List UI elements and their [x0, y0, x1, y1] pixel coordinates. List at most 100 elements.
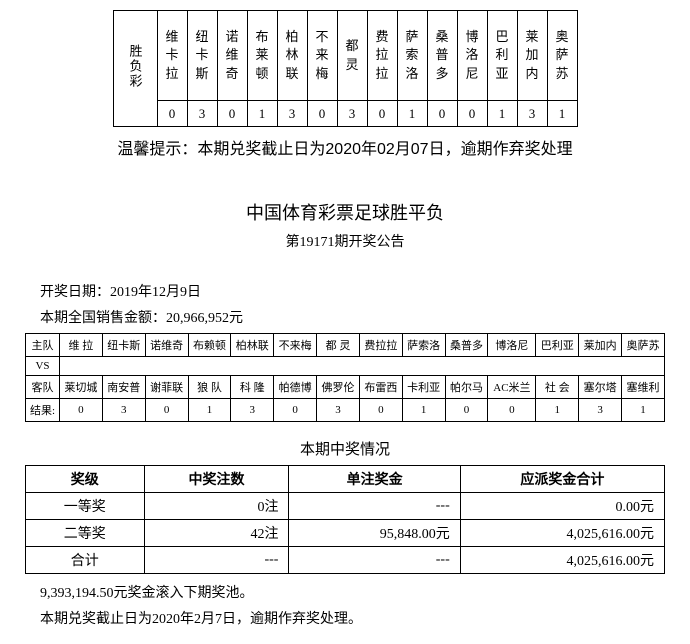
away-cell: 莱切城: [60, 376, 103, 399]
match-result-cell: 1: [536, 399, 579, 422]
prize-header: 应派奖金合计: [460, 466, 664, 493]
home-cell: 都 灵: [317, 334, 360, 357]
prize-total: 4,025,616.00元: [460, 547, 664, 574]
home-cell: 桑普多: [445, 334, 488, 357]
row-label-result: 结果:: [26, 399, 60, 422]
home-cell: 维 拉: [60, 334, 103, 357]
home-cell: 诺维奇: [145, 334, 188, 357]
away-cell: 帕德博: [274, 376, 317, 399]
home-cell: 柏林联: [231, 334, 274, 357]
home-cell: 巴利亚: [536, 334, 579, 357]
match-result-cell: 3: [579, 399, 622, 422]
away-cell: 科 隆: [231, 376, 274, 399]
result-cell: 3: [277, 101, 307, 127]
team-cell: 柏林联: [277, 11, 307, 101]
home-cell: 萨索洛: [402, 334, 445, 357]
sales-line: 本期全国销售金额：20,966,952元: [40, 307, 680, 327]
prize-unit: 95,848.00元: [289, 520, 460, 547]
result-cell: 0: [217, 101, 247, 127]
prize-total: 4,025,616.00元: [460, 520, 664, 547]
prize-header: 奖级: [26, 466, 145, 493]
page-title: 中国体育彩票足球胜平负: [10, 199, 680, 225]
team-cell: 纽卡斯: [187, 11, 217, 101]
result-cell: 1: [247, 101, 277, 127]
prize-row: 一等奖 0注 --- 0.00元: [26, 493, 665, 520]
match-result-cell: 0: [359, 399, 402, 422]
result-cell: 0: [157, 101, 187, 127]
team-cell: 费拉拉: [367, 11, 397, 101]
away-cell: 社 会: [536, 376, 579, 399]
deadline-line: 本期兑奖截止日为2020年2月7日，逾期作弃奖处理。: [40, 608, 680, 628]
prize-header: 中奖注数: [144, 466, 289, 493]
match-result-cell: 1: [622, 399, 665, 422]
prize-grade: 一等奖: [26, 493, 145, 520]
away-cell: 佛罗伦: [317, 376, 360, 399]
result-cell: 1: [487, 101, 517, 127]
prize-row: 合计 --- --- 4,025,616.00元: [26, 547, 665, 574]
home-cell: 奥萨苏: [622, 334, 665, 357]
home-cell: 布赖顿: [188, 334, 231, 357]
top-summary-table: 胜负彩 维卡拉 纽卡斯 诺维奇 布莱顿 柏林联 不来梅 都灵 费拉拉 萨索洛 桑…: [113, 10, 578, 127]
home-cell: 费拉拉: [359, 334, 402, 357]
match-table: 主队 维 拉 纽卡斯 诺维奇 布赖顿 柏林联 不来梅 都 灵 费拉拉 萨索洛 桑…: [25, 333, 665, 422]
prize-count: 0注: [144, 493, 289, 520]
match-result-cell: 0: [145, 399, 188, 422]
result-cell: 1: [547, 101, 577, 127]
match-result-cell: 0: [274, 399, 317, 422]
row-label-vs: VS: [26, 357, 60, 376]
team-cell: 博洛尼: [457, 11, 487, 101]
result-cell: 3: [187, 101, 217, 127]
match-result-cell: 1: [402, 399, 445, 422]
away-cell: 谢菲联: [145, 376, 188, 399]
rollover-line: 9,393,194.50元奖金滚入下期奖池。: [40, 582, 680, 602]
away-cell: 卡利亚: [402, 376, 445, 399]
result-cell: 0: [457, 101, 487, 127]
result-cell: 3: [517, 101, 547, 127]
team-cell: 维卡拉: [157, 11, 187, 101]
match-result-cell: 3: [102, 399, 145, 422]
match-result-cell: 0: [60, 399, 103, 422]
team-cell: 桑普多: [427, 11, 457, 101]
vs-spacer: [60, 357, 665, 376]
prize-section-title: 本期中奖情况: [10, 438, 680, 459]
prize-table: 奖级 中奖注数 单注奖金 应派奖金合计 一等奖 0注 --- 0.00元 二等奖…: [25, 465, 665, 574]
open-date-line: 开奖日期：2019年12月9日: [40, 281, 680, 301]
prize-grade: 二等奖: [26, 520, 145, 547]
result-cell: 3: [337, 101, 367, 127]
home-cell: 博洛尼: [488, 334, 536, 357]
prize-total: 0.00元: [460, 493, 664, 520]
team-cell: 莱加内: [517, 11, 547, 101]
prize-count: ---: [144, 547, 289, 574]
row-label-away: 客队: [26, 376, 60, 399]
match-result-cell: 0: [445, 399, 488, 422]
home-cell: 不来梅: [274, 334, 317, 357]
result-cell: 0: [307, 101, 337, 127]
match-result-cell: 1: [188, 399, 231, 422]
result-cell: 0: [367, 101, 397, 127]
home-cell: 纽卡斯: [102, 334, 145, 357]
match-result-cell: 3: [317, 399, 360, 422]
team-cell: 萨索洛: [397, 11, 427, 101]
team-cell: 巴利亚: [487, 11, 517, 101]
away-cell: 狼 队: [188, 376, 231, 399]
away-cell: AC米兰: [488, 376, 536, 399]
row-label-home: 主队: [26, 334, 60, 357]
prize-unit: ---: [289, 493, 460, 520]
prize-header: 单注奖金: [289, 466, 460, 493]
top-table-label: 胜负彩: [113, 11, 157, 127]
prize-count: 42注: [144, 520, 289, 547]
reminder-text: 温馨提示：本期兑奖截止日为2020年02月07日，逾期作弃奖处理: [10, 135, 680, 159]
page-subtitle: 第19171期开奖公告: [10, 231, 680, 251]
home-cell: 莱加内: [579, 334, 622, 357]
away-cell: 帕尔马: [445, 376, 488, 399]
prize-row: 二等奖 42注 95,848.00元 4,025,616.00元: [26, 520, 665, 547]
result-cell: 1: [397, 101, 427, 127]
prize-grade: 合计: [26, 547, 145, 574]
team-cell: 不来梅: [307, 11, 337, 101]
result-cell: 0: [427, 101, 457, 127]
team-cell: 都灵: [337, 11, 367, 101]
away-cell: 塞维利: [622, 376, 665, 399]
team-cell: 奥萨苏: [547, 11, 577, 101]
match-result-cell: 0: [488, 399, 536, 422]
away-cell: 塞尔塔: [579, 376, 622, 399]
